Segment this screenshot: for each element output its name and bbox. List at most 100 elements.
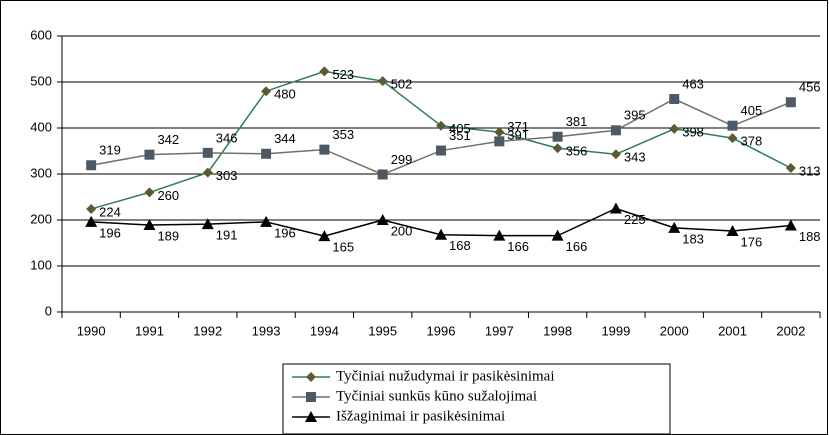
marker	[319, 66, 330, 77]
x-tick-label: 1992	[193, 323, 222, 338]
data-label: 188	[799, 229, 821, 244]
data-label: 189	[157, 228, 179, 243]
data-label: 176	[741, 234, 763, 249]
marker	[86, 160, 97, 171]
legend: Tyčiniai nužudymai ir pasikėsinimai Tyčin…	[282, 363, 671, 435]
marker	[377, 76, 388, 87]
marker	[610, 149, 621, 160]
data-label: 381	[566, 114, 588, 129]
marker	[493, 229, 506, 241]
data-label: 343	[624, 150, 646, 165]
data-label: 398	[682, 124, 704, 139]
legend-label: Tyčiniai nužudymai ir pasikėsinimai	[336, 368, 554, 384]
marker	[305, 411, 317, 422]
marker	[202, 147, 213, 158]
data-label: 502	[391, 77, 413, 92]
y-tick-label: 500	[30, 73, 52, 88]
marker	[143, 219, 156, 231]
y-tick-label: 200	[30, 211, 52, 226]
y-tick-label: 100	[30, 257, 52, 272]
marker	[669, 123, 680, 134]
x-tick-label: 1995	[368, 323, 397, 338]
marker	[727, 120, 738, 131]
data-label: 165	[332, 240, 354, 255]
marker	[202, 167, 213, 178]
legend-box	[282, 363, 671, 435]
marker	[727, 133, 738, 144]
marker	[551, 229, 564, 241]
data-label: 405	[741, 103, 763, 118]
x-tick-label: 1994	[310, 323, 339, 338]
legend-label: Išžaginimai ir pasikėsinimai	[336, 408, 505, 424]
marker	[318, 230, 331, 242]
x-tick-label: 1997	[485, 323, 514, 338]
x-tick-label: 1990	[77, 323, 106, 338]
marker	[435, 228, 447, 240]
data-label: 342	[157, 132, 179, 147]
marker	[494, 136, 505, 147]
data-label: 313	[799, 163, 821, 178]
marker	[86, 203, 97, 214]
marker	[319, 144, 330, 155]
data-label: 344	[274, 131, 296, 146]
marker	[261, 148, 272, 159]
x-tick-label: 1999	[601, 323, 630, 338]
data-label: 356	[566, 144, 588, 159]
marker	[144, 187, 155, 198]
data-label: 456	[799, 80, 821, 95]
x-tick-label: 1991	[135, 323, 164, 338]
marker	[552, 131, 563, 142]
x-tick-label: 2000	[660, 323, 689, 338]
data-label: 351	[449, 128, 471, 143]
y-tick-label: 300	[30, 165, 52, 180]
marker	[784, 219, 797, 231]
data-label: 378	[741, 134, 763, 149]
data-label: 168	[449, 238, 471, 253]
data-label: 405	[449, 121, 471, 136]
data-label: 196	[274, 225, 296, 240]
marker	[552, 143, 563, 154]
data-label: 299	[391, 152, 413, 167]
data-label: 523	[332, 67, 354, 82]
marker	[144, 149, 155, 160]
marker	[377, 169, 388, 180]
data-label: 346	[216, 130, 238, 145]
y-tick-label: 600	[30, 27, 52, 42]
marker	[610, 125, 621, 136]
x-tick-label: 2002	[776, 323, 805, 338]
data-label: 260	[157, 188, 179, 203]
marker	[201, 218, 214, 230]
data-label: 303	[216, 168, 238, 183]
data-label: 196	[99, 225, 121, 240]
x-tick-label: 1998	[543, 323, 572, 338]
data-label: 224	[99, 204, 121, 219]
marker	[260, 215, 273, 227]
y-tick-label: 0	[45, 303, 52, 318]
data-label: 200	[391, 223, 413, 238]
x-tick-label: 2001	[718, 323, 747, 338]
data-label: 480	[274, 87, 296, 102]
data-label: 191	[216, 228, 238, 243]
marker	[785, 97, 796, 108]
marker	[494, 127, 505, 138]
data-label: 183	[682, 231, 704, 246]
marker	[726, 225, 739, 237]
data-label: 463	[682, 76, 704, 91]
marker	[261, 86, 272, 97]
marker	[436, 120, 446, 131]
marker	[306, 372, 316, 382]
marker	[436, 145, 446, 156]
data-label: 319	[99, 143, 121, 158]
marker	[785, 163, 796, 174]
data-label: 166	[507, 239, 529, 254]
x-tick-label: 1993	[252, 323, 281, 338]
y-tick-label: 400	[30, 119, 52, 134]
marker	[306, 392, 316, 402]
legend-label: Tyčiniai sunkūs kūno sužalojimai	[336, 388, 537, 404]
x-tick-label: 1996	[427, 323, 456, 338]
marker	[669, 94, 680, 105]
data-label: 395	[624, 108, 646, 123]
